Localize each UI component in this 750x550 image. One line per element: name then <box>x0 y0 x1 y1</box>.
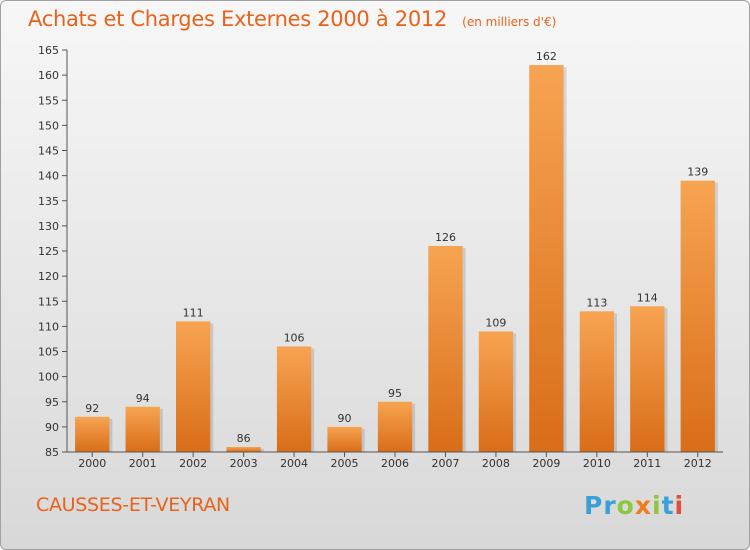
y-tick-label: 100 <box>38 371 59 384</box>
bar-2012 <box>680 180 715 452</box>
y-tick-label: 120 <box>38 270 59 283</box>
bar-2008 <box>478 331 514 452</box>
value-label-2010: 113 <box>586 296 607 309</box>
chart-unit: (en milliers d'€) <box>462 15 557 29</box>
logo-letter: o <box>616 491 635 520</box>
logo-letter: P <box>584 491 604 520</box>
value-label-2011: 114 <box>637 291 658 304</box>
y-tick-label: 135 <box>38 195 59 208</box>
commune-name: CAUSSES-ET-VEYRAN <box>36 494 230 516</box>
x-tick-label-2008: 2008 <box>482 457 510 470</box>
y-tick-label: 110 <box>38 320 59 333</box>
y-tick-label: 115 <box>38 295 59 308</box>
value-label-2009: 162 <box>536 50 557 63</box>
bar-2010 <box>579 311 615 452</box>
bar-2011 <box>630 306 665 452</box>
title-row: Achats et Charges Externes 2000 à 2012 (… <box>28 7 556 31</box>
chart-title: Achats et Charges Externes 2000 à 2012 <box>28 7 448 31</box>
bar-2009 <box>529 65 564 452</box>
x-tick-label-2009: 2009 <box>532 457 560 470</box>
logo-letter: x <box>634 491 652 520</box>
x-tick-label-2000: 2000 <box>78 457 106 470</box>
bar-2004 <box>276 346 312 452</box>
x-tick-label-2007: 2007 <box>431 457 459 470</box>
value-label-2004: 106 <box>284 331 305 344</box>
y-tick-label: 160 <box>38 69 59 82</box>
value-label-2008: 109 <box>485 316 506 329</box>
y-tick-label: 140 <box>38 170 59 183</box>
y-tick-label: 90 <box>45 421 59 434</box>
proxiti-logo: Proxiti <box>584 491 684 520</box>
bar-2006 <box>377 401 413 452</box>
bar-2000 <box>75 416 110 452</box>
x-tick-label-2011: 2011 <box>633 457 661 470</box>
y-tick-label: 145 <box>38 145 59 158</box>
x-tick-label-2004: 2004 <box>280 457 308 470</box>
y-tick-label: 125 <box>38 245 59 258</box>
y-tick-label: 95 <box>45 396 59 409</box>
value-label-2012: 139 <box>687 166 708 179</box>
x-tick-label-2012: 2012 <box>684 457 712 470</box>
x-tick-label-2010: 2010 <box>583 457 611 470</box>
bar-2001 <box>125 406 160 452</box>
x-tick-label-2005: 2005 <box>331 457 359 470</box>
logo-letter: t <box>661 491 675 520</box>
bar-2003 <box>226 446 261 452</box>
value-label-2005: 90 <box>338 412 352 425</box>
value-label-2002: 111 <box>183 306 204 319</box>
x-tick-label-2003: 2003 <box>230 457 258 470</box>
x-tick-label-2001: 2001 <box>129 457 157 470</box>
y-tick-label: 130 <box>38 220 59 233</box>
y-tick-label: 150 <box>38 119 59 132</box>
logo-letter: i <box>652 491 662 520</box>
y-tick-label: 105 <box>38 346 59 359</box>
y-tick-label: 155 <box>38 94 59 107</box>
bar-2005 <box>327 426 362 452</box>
y-tick-label: 85 <box>45 446 59 459</box>
bar-2002 <box>175 321 211 452</box>
bar-2007 <box>428 245 463 452</box>
value-label-2006: 95 <box>388 387 402 400</box>
logo-letter: i <box>674 491 685 520</box>
x-tick-label-2006: 2006 <box>381 457 409 470</box>
x-tick-label-2002: 2002 <box>179 457 207 470</box>
value-label-2000: 92 <box>85 402 99 415</box>
logo-letter: r <box>603 491 617 520</box>
y-tick-label: 165 <box>38 44 59 57</box>
value-label-2003: 86 <box>237 432 251 445</box>
value-label-2007: 126 <box>435 231 456 244</box>
value-label-2001: 94 <box>136 392 150 405</box>
